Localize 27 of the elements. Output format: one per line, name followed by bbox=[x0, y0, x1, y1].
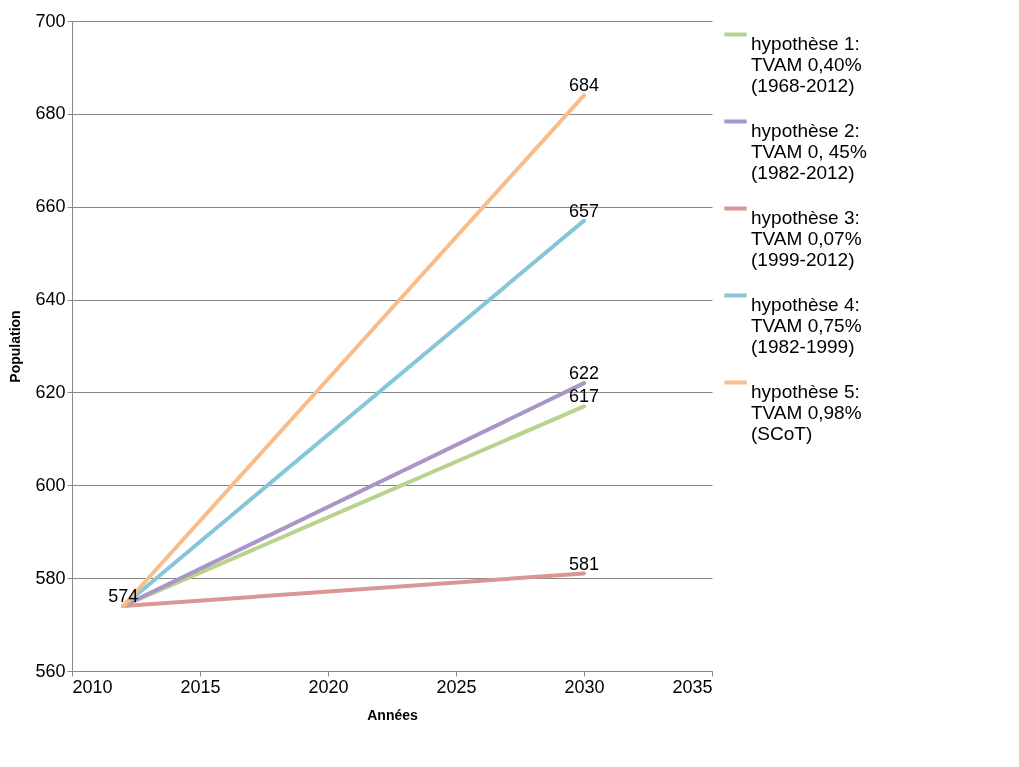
y-axis-title: Population bbox=[7, 310, 24, 383]
y-tick-label: 700 bbox=[35, 10, 66, 31]
data-label: 622 bbox=[568, 363, 600, 384]
legend-label: hypothèse 4: TVAM 0,75% (1982-1999) bbox=[751, 293, 862, 357]
x-tick-label: 2010 bbox=[72, 676, 113, 697]
x-tick-label: 2020 bbox=[308, 676, 349, 697]
y-tick-label: 680 bbox=[35, 103, 66, 124]
y-tick-label: 660 bbox=[35, 196, 66, 217]
legend-label: hypothèse 5: TVAM 0,98% (SCoT) bbox=[751, 380, 862, 444]
y-tick-label: 580 bbox=[35, 567, 66, 588]
legend-label: hypothèse 2: TVAM 0, 45% (1982-2012) bbox=[751, 119, 867, 183]
data-label: 574 bbox=[108, 586, 139, 606]
x-tick-label: 2015 bbox=[180, 676, 221, 697]
legend-label: hypothèse 3: TVAM 0,07% (1999-2012) bbox=[751, 206, 862, 270]
x-tick-label: 2035 bbox=[672, 676, 713, 697]
y-tick-label: 640 bbox=[35, 289, 66, 310]
data-label: 617 bbox=[568, 386, 600, 407]
data-label: 581 bbox=[568, 553, 600, 574]
x-axis-title: Années bbox=[367, 706, 418, 723]
legend-label: hypothèse 1: TVAM 0,40% (1968-2012) bbox=[751, 32, 862, 96]
x-tick-label: 2025 bbox=[436, 676, 477, 697]
y-tick-label: 600 bbox=[35, 474, 66, 495]
data-label: 657 bbox=[568, 200, 600, 221]
data-label: 684 bbox=[568, 75, 600, 96]
y-tick-label: 560 bbox=[35, 660, 66, 681]
y-tick-label: 620 bbox=[35, 381, 66, 402]
x-tick-label: 2030 bbox=[564, 676, 605, 697]
